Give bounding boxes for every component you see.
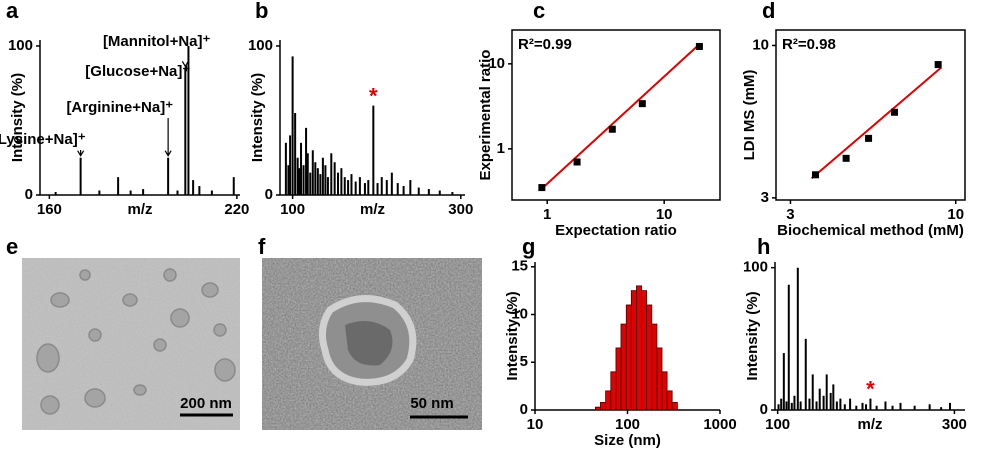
point	[865, 134, 873, 142]
fit-line	[541, 43, 701, 190]
micrograph-e	[22, 258, 240, 430]
hist-bar	[646, 304, 653, 411]
peak-annotation: [Mannitol+Na]⁺	[103, 33, 211, 50]
hist-bar	[620, 323, 627, 411]
x-tick-label: 10	[947, 206, 964, 223]
annotation-arrow	[181, 61, 189, 82]
y-tick-label: 10	[488, 55, 505, 72]
hist-bar	[661, 371, 668, 411]
x-tick-label: 1	[543, 206, 551, 223]
y-tick-label: 1	[497, 140, 505, 157]
point	[695, 42, 703, 50]
hist-bar	[671, 401, 678, 411]
y-axis-label: Intensity (%)	[744, 291, 761, 380]
y-tick-label: 15	[511, 258, 528, 275]
r-squared: R²=0.99	[518, 36, 572, 53]
y-tick-label: 100	[248, 37, 273, 54]
plot-frame	[775, 29, 966, 201]
x-tick-label: 160	[37, 201, 62, 218]
point	[608, 125, 616, 133]
micrograph-f	[262, 258, 482, 430]
fit-line	[810, 66, 942, 180]
y-tick-label: 100	[8, 37, 33, 54]
panel-letter: e	[6, 234, 18, 259]
panel-letter: d	[762, 0, 775, 23]
peak-annotation: [Arginine+Na]⁺	[66, 99, 173, 116]
point	[538, 184, 546, 192]
x-tick-label: 100	[615, 416, 640, 433]
y-tick-label: 10	[752, 36, 769, 53]
hist-bar	[595, 406, 601, 411]
hist-bar	[615, 347, 622, 411]
hist-bar	[656, 347, 663, 411]
panel-letter: f	[258, 234, 266, 259]
peak-marker: *	[369, 83, 378, 108]
x-tick-label: 100	[280, 201, 305, 218]
x-axis-label: Size (nm)	[594, 432, 661, 449]
x-tick-label: 300	[448, 201, 473, 218]
point	[934, 61, 942, 69]
hist-bar	[625, 304, 632, 411]
point	[842, 154, 850, 162]
panel-letter: c	[533, 0, 545, 23]
hist-bar	[610, 371, 617, 411]
point	[573, 158, 581, 166]
plot-frame	[511, 29, 721, 201]
hist-bar	[666, 390, 673, 411]
hist-bar	[636, 285, 642, 411]
x-tick-label: 10	[656, 206, 673, 223]
hist-bar	[641, 290, 648, 411]
peak-marker: *	[866, 376, 875, 401]
peak-annotation: [Glucose+Na]⁺	[85, 63, 190, 80]
x-tick-label: 10	[527, 416, 544, 433]
panel-letter: g	[522, 234, 535, 259]
hist-bar	[630, 290, 637, 411]
x-axis-label: Expectation ratio	[555, 222, 677, 239]
x-tick-label: 1000	[703, 416, 736, 433]
panel-letter: b	[255, 0, 268, 23]
y-axis-label: Experimental ratio	[477, 50, 494, 181]
y-axis-label: Intensity (%)	[504, 291, 521, 380]
y-tick-label: 3	[761, 189, 769, 206]
peak-annotation: [Lysine+Na]⁺	[0, 131, 86, 148]
y-axis-label: Intensity (%)	[249, 73, 266, 162]
x-axis-label: Biochemical method (mM)	[777, 222, 964, 239]
hist-bar	[605, 390, 612, 411]
y-tick-label: 0	[265, 186, 273, 203]
scale-bar-label: 200 nm	[180, 395, 232, 412]
x-axis-label: m/z	[127, 201, 152, 218]
point	[811, 171, 819, 179]
x-tick-label: 300	[942, 416, 967, 433]
x-axis-label: m/z	[857, 416, 882, 433]
x-axis-label: m/z	[360, 201, 385, 218]
y-tick-label: 0	[25, 186, 33, 203]
y-tick-label: 5	[520, 353, 528, 370]
hist-bar	[651, 323, 658, 411]
hist-bar	[600, 401, 607, 411]
point	[890, 108, 898, 116]
scale-bar-label: 50 nm	[410, 395, 453, 412]
y-tick-label: 0	[520, 401, 528, 418]
x-tick-label: 220	[224, 201, 249, 218]
annotation-arrow	[77, 150, 85, 157]
point	[638, 100, 646, 108]
annotation-arrow	[164, 118, 172, 157]
x-tick-label: 100	[765, 416, 790, 433]
y-tick-label: 0	[760, 401, 768, 418]
panel-letter: h	[757, 234, 770, 259]
panel-letter: a	[6, 0, 19, 23]
y-tick-label: 10	[511, 305, 528, 322]
x-tick-label: 3	[786, 206, 794, 223]
y-axis-label: LDI MS (mM)	[741, 70, 758, 161]
r-squared: R²=0.98	[782, 36, 836, 53]
y-axis-label: Intensity (%)	[9, 73, 26, 162]
y-tick-label: 100	[743, 259, 768, 276]
